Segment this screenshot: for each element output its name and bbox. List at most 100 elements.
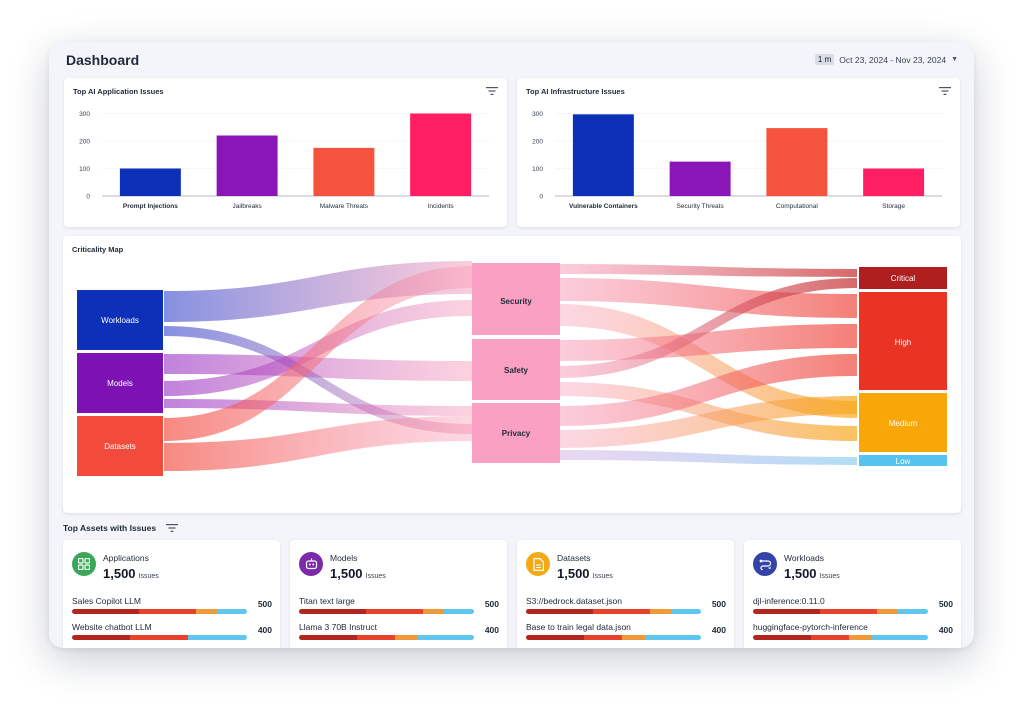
asset-row-label: Llama 3 70B Instruct — [299, 622, 377, 632]
node-high[interactable] — [859, 292, 947, 390]
caret-down-icon[interactable]: ▼ — [951, 56, 958, 63]
asset-row[interactable]: huggingface-pytorch-inference 400 — [753, 622, 953, 644]
x-tick-label: Storage — [882, 203, 905, 210]
severity-bar — [753, 635, 928, 640]
asset-row[interactable]: Titan text large 500 — [299, 596, 499, 618]
date-range-picker[interactable]: 1 m Oct 23, 2024 - Nov 23, 2024 ▼ — [814, 54, 958, 65]
severity-segment-low — [217, 609, 247, 614]
severity-bar — [299, 609, 474, 614]
severity-bar — [299, 635, 474, 640]
severity-segment-critical — [299, 609, 366, 614]
asset-row-value: 500 — [711, 599, 726, 609]
asset-row[interactable]: Base to train legal data.json 400 — [526, 622, 726, 644]
node-security-label: Security — [500, 297, 532, 306]
severity-segment-critical — [526, 609, 593, 614]
severity-segment-medium — [877, 609, 899, 614]
asset-row-value: 400 — [484, 625, 499, 635]
severity-segment-high — [810, 635, 850, 640]
asset-row-value: 400 — [938, 625, 953, 635]
severity-segment-critical — [72, 635, 130, 640]
node-datasets[interactable] — [77, 416, 163, 476]
y-tick-label: 200 — [79, 139, 90, 146]
y-tick-label: 300 — [79, 111, 90, 118]
asset-card-models[interactable]: Models 1,500 Issues Titan text large 500 … — [290, 540, 507, 648]
severity-segment-high — [819, 609, 878, 614]
flow-safety-critical — [558, 278, 857, 378]
node-privacy[interactable] — [472, 403, 560, 463]
node-models[interactable] — [77, 353, 163, 413]
asset-row[interactable]: Website chatbot LLM 400 — [72, 622, 272, 644]
asset-row[interactable]: Llama 3 70B Instruct 400 — [299, 622, 499, 644]
filter-icon[interactable] — [166, 523, 178, 533]
asset-row-value: 500 — [938, 599, 953, 609]
bar-prompt-injections — [119, 168, 181, 196]
dashboard-window: Dashboard 1 m Oct 23, 2024 - Nov 23, 202… — [49, 42, 974, 648]
severity-segment-low — [872, 635, 928, 640]
severity-segment-low — [418, 635, 474, 640]
flow-security-medium — [558, 304, 857, 418]
range-pill[interactable]: 1 m — [814, 54, 835, 65]
node-models-label: Models — [107, 379, 133, 388]
severity-segment-low — [444, 609, 474, 614]
asset-row-label: Titan text large — [299, 596, 355, 606]
criticality-map-title: Criticality Map — [72, 245, 124, 254]
bar-storage — [863, 168, 925, 196]
bar-jailbreaks — [216, 135, 278, 196]
asset-row-value: 400 — [257, 625, 272, 635]
node-medium-label: Medium — [889, 419, 918, 428]
severity-segment-critical — [526, 635, 584, 640]
x-tick-label: Computational — [776, 203, 818, 210]
flow-workloads-privacy — [164, 326, 472, 434]
asset-row-value: 500 — [257, 599, 272, 609]
asset-row-label: S3://bedrock.dataset.json — [526, 596, 622, 606]
severity-segment-high — [356, 635, 396, 640]
filter-icon[interactable] — [939, 86, 951, 96]
flow-security-high — [558, 278, 857, 318]
app-issues-chart: 0 100 200 300 Prompt Injections Jailbreaks Mal… — [79, 111, 489, 210]
asset-card-applications[interactable]: Applications 1,500 Issues Sales Copilot L… — [63, 540, 280, 648]
workflow-icon — [753, 552, 777, 576]
severity-segment-medium — [849, 635, 872, 640]
x-tick-label: Incidents — [428, 203, 455, 210]
bar-security-threats — [669, 161, 731, 196]
asset-count: 1,500 Issues — [784, 566, 840, 581]
asset-row-label: djl-inference:0.11.0 — [753, 596, 825, 606]
criticality-map-card: Criticality Map — [63, 236, 961, 513]
node-privacy-label: Privacy — [502, 429, 531, 438]
severity-segment-low — [671, 609, 701, 614]
severity-segment-high — [138, 609, 197, 614]
severity-segment-critical — [753, 635, 811, 640]
node-high-label: High — [895, 338, 911, 347]
severity-segment-low — [187, 635, 247, 640]
asset-card-workloads[interactable]: Workloads 1,500 Issues djl-inference:0.11… — [744, 540, 961, 648]
node-workloads[interactable] — [77, 290, 163, 350]
asset-row[interactable]: Sales Copilot LLM 500 — [72, 596, 272, 618]
infra-issues-title: Top AI Infrastructure Issues — [526, 87, 625, 96]
severity-segment-critical — [72, 609, 139, 614]
flow-safety-high — [558, 324, 857, 361]
node-low[interactable] — [859, 455, 947, 466]
severity-segment-low — [898, 609, 928, 614]
node-safety[interactable] — [472, 339, 560, 400]
node-security[interactable] — [472, 263, 560, 335]
y-tick-label: 200 — [532, 139, 543, 146]
asset-row-label: Base to train legal data.json — [526, 622, 631, 632]
node-critical-label: Critical — [891, 274, 916, 283]
date-range-text[interactable]: Oct 23, 2024 - Nov 23, 2024 — [839, 54, 947, 65]
severity-segment-medium — [395, 635, 418, 640]
asset-name: Models — [330, 553, 358, 563]
asset-row[interactable]: djl-inference:0.11.0 500 — [753, 596, 953, 618]
asset-row[interactable]: S3://bedrock.dataset.json 500 — [526, 596, 726, 618]
node-safety-label: Safety — [504, 366, 529, 375]
flow-privacy-medium — [558, 396, 857, 448]
flow-safety-medium — [558, 382, 857, 441]
y-tick-label: 300 — [532, 111, 543, 118]
bar-incidents — [410, 113, 472, 196]
bar-malware-threats — [313, 147, 375, 196]
page-title: Dashboard — [66, 52, 140, 68]
node-medium[interactable] — [859, 393, 947, 452]
asset-card-datasets[interactable]: Datasets 1,500 Issues S3://bedrock.datase… — [517, 540, 734, 648]
filter-icon[interactable] — [486, 86, 498, 96]
node-critical[interactable] — [859, 267, 947, 289]
severity-segment-high — [129, 635, 188, 640]
